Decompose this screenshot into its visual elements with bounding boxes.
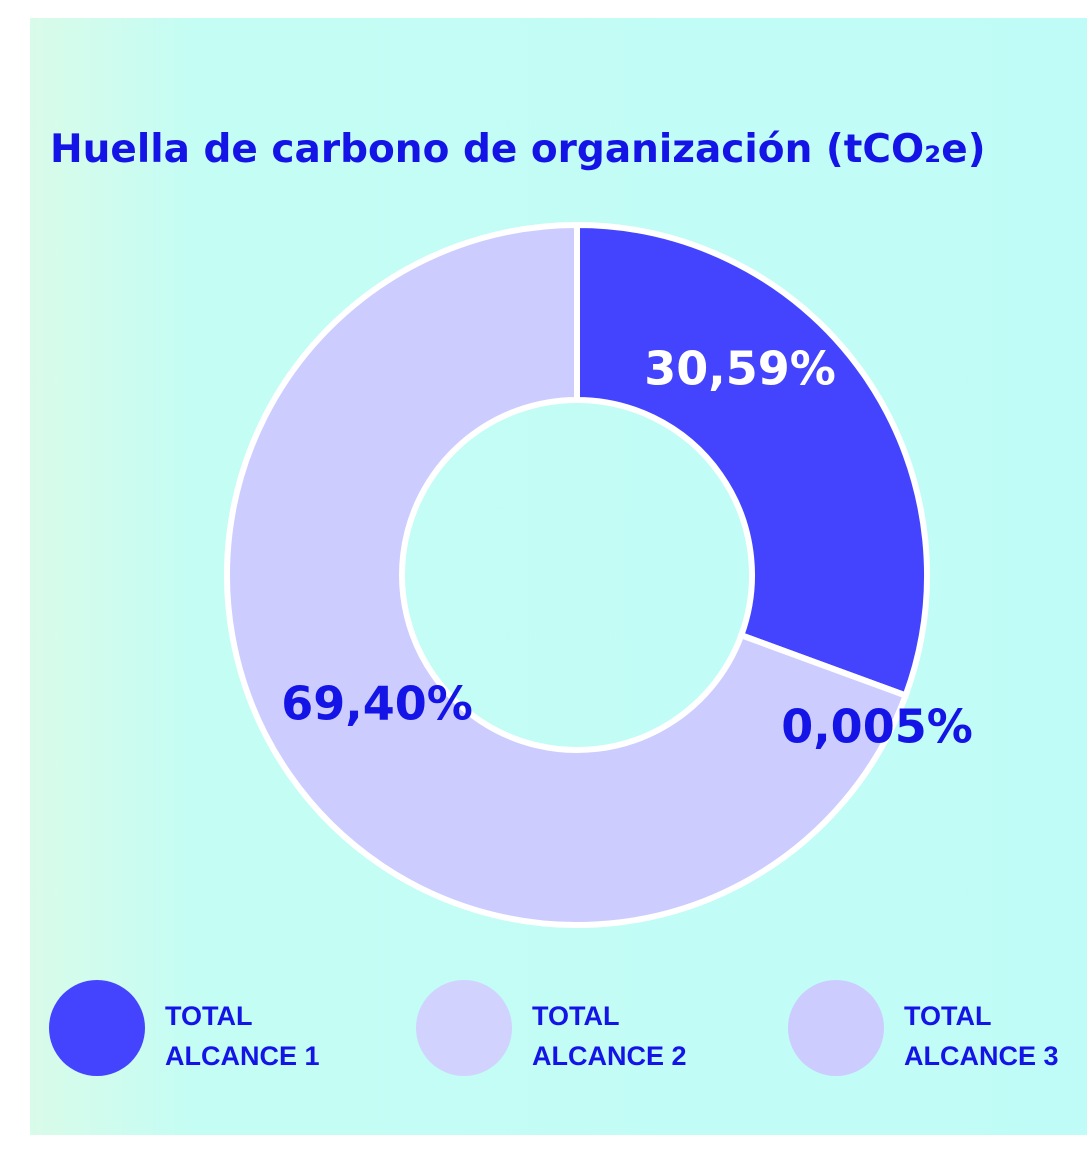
- legend-label: TOTAL ALCANCE 3: [904, 1001, 1059, 1071]
- value-label: 0,005%: [781, 700, 973, 754]
- slice: [224, 221, 910, 928]
- value-label: 69,40%: [281, 677, 473, 731]
- legend-swatch: [788, 980, 884, 1076]
- value-label: 30,59%: [644, 342, 836, 396]
- legend-swatch: [416, 980, 512, 1076]
- legend-swatch: [49, 980, 145, 1076]
- legend-label: TOTAL ALCANCE 1: [165, 1001, 320, 1071]
- chart-title: Huella de carbono de organización (tCO₂e…: [50, 127, 986, 172]
- legend-label: TOTAL ALCANCE 2: [532, 1001, 687, 1071]
- slice: [574, 221, 930, 700]
